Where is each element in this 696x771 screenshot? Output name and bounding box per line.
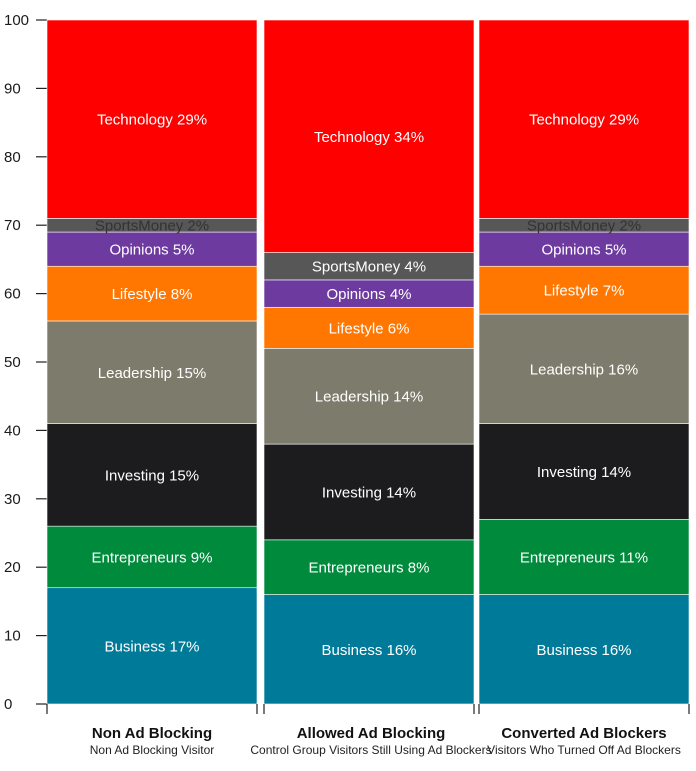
bar-segment-investing bbox=[478, 423, 690, 520]
segment-label-sportsmoney: SportsMoney 2% bbox=[527, 218, 641, 235]
bar-segment-opinions bbox=[478, 231, 690, 267]
segment-label-investing: Investing 15% bbox=[105, 467, 199, 484]
segment-label-technology: Technology 34% bbox=[314, 129, 424, 146]
segment-label-investing: Investing 14% bbox=[537, 464, 631, 481]
segment-label-lifestyle: Lifestyle 6% bbox=[329, 320, 410, 337]
bars: Business 17% Entrepreneurs 9% Investing 15… bbox=[46, 19, 690, 714]
segment-label-leadership: Leadership 15% bbox=[98, 365, 206, 382]
bar-segment-lifestyle bbox=[478, 265, 690, 315]
segment-label-lifestyle: Lifestyle 7% bbox=[544, 283, 625, 300]
bar-segment-lifestyle bbox=[263, 306, 475, 349]
category-label: Allowed Ad Blocking bbox=[297, 725, 446, 742]
y-tick-label: 100 bbox=[4, 12, 29, 29]
y-tick-label: 10 bbox=[4, 628, 21, 645]
bar-segment-sportsmoney bbox=[263, 252, 475, 281]
bar-segment-lifestyle bbox=[46, 265, 258, 322]
segment-label-leadership: Leadership 14% bbox=[315, 389, 423, 406]
bar-segment-technology bbox=[478, 19, 690, 219]
segment-label-entrepreneurs: Entrepreneurs 11% bbox=[520, 549, 648, 566]
segment-label-investing: Investing 14% bbox=[322, 484, 416, 501]
segment-label-opinions: Opinions 4% bbox=[326, 286, 411, 303]
category-subtitle: Non Ad Blocking Visitor bbox=[90, 743, 215, 757]
segment-label-sportsmoney: SportsMoney 4% bbox=[312, 259, 426, 276]
bar-segment-business bbox=[263, 594, 475, 705]
y-tick-label: 20 bbox=[4, 559, 21, 576]
segment-label-lifestyle: Lifestyle 8% bbox=[112, 286, 193, 303]
bar-segment-entrepreneurs bbox=[263, 539, 475, 595]
category-label: Converted Ad Blockers bbox=[501, 725, 666, 742]
y-axis: 0 10 20 30 40 50 60 70 80 90 100 bbox=[4, 12, 47, 713]
category-label: Non Ad Blocking bbox=[92, 725, 212, 742]
bar-segment-leadership bbox=[46, 320, 258, 424]
bar-segment-technology bbox=[263, 19, 475, 253]
y-tick-label: 30 bbox=[4, 491, 21, 508]
bar-segment-leadership bbox=[263, 348, 475, 445]
bar-segment-business bbox=[478, 594, 690, 705]
y-tick-label: 90 bbox=[4, 80, 21, 97]
y-tick-label: 0 bbox=[4, 696, 12, 713]
y-tick-label: 60 bbox=[4, 286, 21, 303]
category-subtitle: Control Group Visitors Still Using Ad Bl… bbox=[250, 743, 491, 757]
segment-label-technology: Technology 29% bbox=[97, 112, 207, 129]
bar-segment-technology bbox=[46, 19, 258, 219]
bar-segment-investing bbox=[46, 423, 258, 527]
segment-label-business: Business 16% bbox=[321, 642, 416, 659]
segment-label-sportsmoney: SportsMoney 2% bbox=[95, 218, 209, 235]
segment-label-entrepreneurs: Entrepreneurs 9% bbox=[92, 549, 213, 566]
bar-segment-business bbox=[46, 587, 258, 705]
category-subtitle: Visitors Who Turned Off Ad Blockers bbox=[487, 743, 681, 757]
segment-label-entrepreneurs: Entrepreneurs 8% bbox=[309, 560, 430, 577]
segment-label-technology: Technology 29% bbox=[529, 112, 639, 129]
bar-segment-entrepreneurs bbox=[478, 519, 690, 595]
y-tick-label: 70 bbox=[4, 217, 21, 234]
bar-segment-opinions bbox=[263, 279, 475, 308]
segment-label-leadership: Leadership 16% bbox=[530, 361, 638, 378]
segment-label-opinions: Opinions 5% bbox=[541, 242, 626, 259]
segment-label-business: Business 17% bbox=[104, 638, 199, 655]
bar-segment-investing bbox=[263, 443, 475, 541]
bar-segment-leadership bbox=[478, 313, 690, 424]
bar-segment-entrepreneurs bbox=[46, 525, 258, 589]
y-tick-label: 40 bbox=[4, 422, 21, 439]
y-tick-label: 80 bbox=[4, 149, 21, 166]
segment-label-opinions: Opinions 5% bbox=[109, 242, 194, 259]
y-tick-label: 50 bbox=[4, 354, 21, 371]
segment-label-business: Business 16% bbox=[536, 642, 631, 659]
